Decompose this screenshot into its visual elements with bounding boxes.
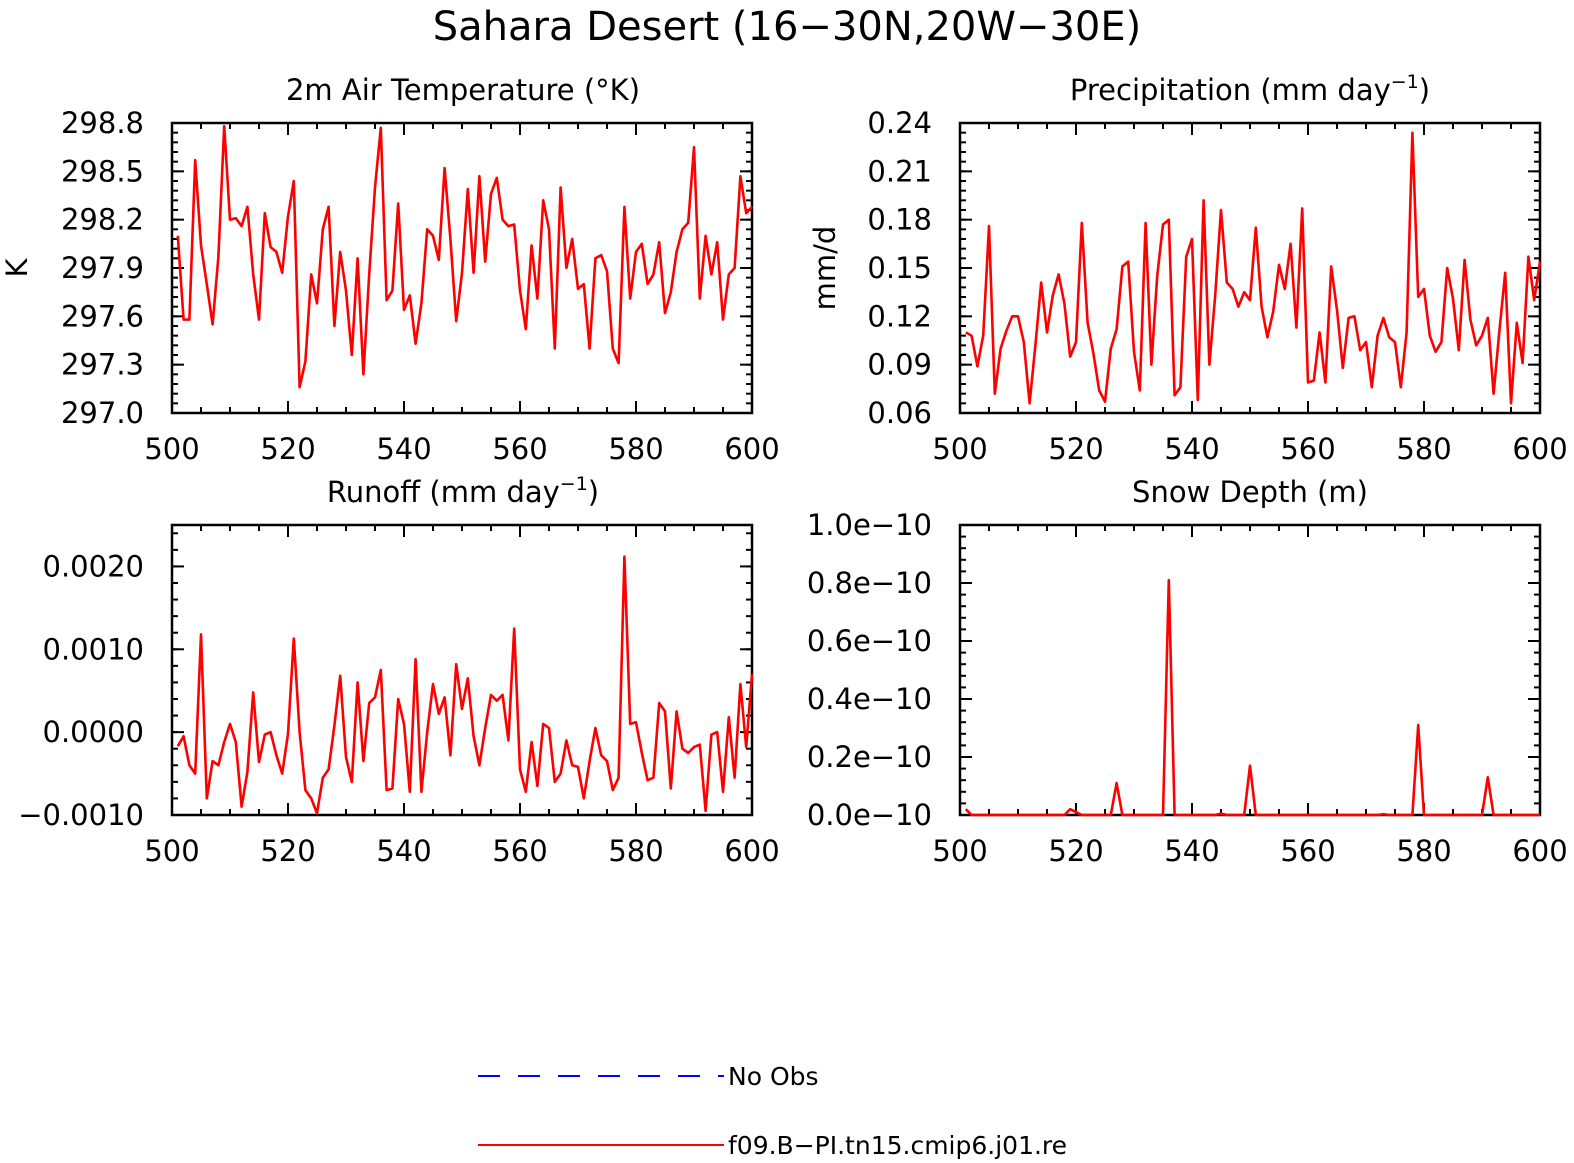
y-tick-label: 0.09 xyxy=(867,348,932,382)
x-tick-label: 600 xyxy=(1512,432,1567,466)
series-line xyxy=(965,131,1542,405)
y-tick-label: 297.6 xyxy=(61,299,144,333)
legend-label-model: f09.B−PI.tn15.cmip6.j01.re xyxy=(728,1131,1067,1160)
y-tick-label: 298.8 xyxy=(61,106,144,140)
x-tick-label: 600 xyxy=(724,432,779,466)
x-tick-label: 520 xyxy=(260,834,315,868)
y-tick-label: 298.5 xyxy=(61,154,144,188)
y-tick-label: 0.4e−10 xyxy=(807,682,932,716)
y-tick-label: 0.0e−10 xyxy=(807,798,932,832)
series-line xyxy=(176,124,753,389)
legend: No Obs f09.B−PI.tn15.cmip6.j01.re xyxy=(478,1062,1067,1160)
x-tick-label: 500 xyxy=(144,834,199,868)
x-tick-label: 540 xyxy=(376,432,431,466)
x-tick-label: 500 xyxy=(932,432,987,466)
panel-runoff: Runoff (mm day−1) 500 520 540 560 580 600 −0.0… xyxy=(18,473,779,868)
panel-air-temperature: 2m Air Temperature (°K) K 500 520 540 560 58… xyxy=(0,73,780,466)
y-tick-label: 1.0e−10 xyxy=(807,508,932,542)
x-tick-label: 520 xyxy=(1048,432,1103,466)
y-tick-label: 297.9 xyxy=(61,251,144,285)
x-tick-label: 580 xyxy=(608,432,663,466)
y-tick-label: 0.21 xyxy=(867,154,932,188)
x-tick-label: 600 xyxy=(724,834,779,868)
panel-title: Precipitation (mm day−1) xyxy=(1070,71,1430,107)
y-tick-label: 298.2 xyxy=(61,203,144,237)
x-tick-label: 560 xyxy=(492,834,547,868)
plot-frame xyxy=(170,523,754,817)
x-tick-label: 500 xyxy=(932,834,987,868)
y-axis-label: K xyxy=(0,258,34,278)
x-tick-label: 500 xyxy=(144,432,199,466)
y-tick-label: −0.0010 xyxy=(18,798,144,832)
series-line xyxy=(176,555,754,815)
x-tick-label: 540 xyxy=(1164,432,1219,466)
x-tick-label: 580 xyxy=(1396,834,1451,868)
x-tick-label: 520 xyxy=(1048,834,1103,868)
x-tick-label: 580 xyxy=(608,834,663,868)
panel-title: Snow Depth (m) xyxy=(1132,475,1368,509)
y-tick-label: 0.8e−10 xyxy=(807,566,932,600)
x-tick-label: 600 xyxy=(1512,834,1567,868)
y-tick-label: 0.0000 xyxy=(43,715,144,749)
y-tick-label: 0.6e−10 xyxy=(807,624,932,658)
plot-frame xyxy=(958,121,1542,415)
panel-snow-depth: Snow Depth (m) 500 520 540 560 580 600 0.0e−10… xyxy=(807,475,1568,868)
legend-label-no-obs: No Obs xyxy=(728,1062,819,1091)
y-tick-label: 0.0020 xyxy=(43,549,144,583)
x-tick-label: 540 xyxy=(376,834,431,868)
y-tick-label: 0.06 xyxy=(867,396,932,430)
y-tick-label: 0.18 xyxy=(867,203,932,237)
panel-title: 2m Air Temperature (°K) xyxy=(286,73,640,107)
series-line xyxy=(964,578,1540,817)
x-tick-label: 520 xyxy=(260,432,315,466)
y-tick-label: 297.3 xyxy=(61,348,144,382)
y-tick-label: 297.0 xyxy=(61,396,144,430)
y-axis-label: mm/d xyxy=(808,226,842,311)
panel-title: Runoff (mm day−1) xyxy=(327,473,599,509)
x-tick-label: 560 xyxy=(492,432,547,466)
y-tick-label: 0.2e−10 xyxy=(807,740,932,774)
x-tick-label: 540 xyxy=(1164,834,1219,868)
x-tick-label: 580 xyxy=(1396,432,1451,466)
x-tick-label: 560 xyxy=(1280,432,1335,466)
y-tick-label: 0.0010 xyxy=(43,632,144,666)
figure-title: Sahara Desert (16−30N,20W−30E) xyxy=(433,4,1141,50)
y-tick-label: 0.24 xyxy=(867,106,932,140)
y-tick-label: 0.15 xyxy=(867,251,932,285)
panel-precipitation: Precipitation (mm day−1) mm/d 500 520 540 5… xyxy=(808,71,1568,466)
y-tick-label: 0.12 xyxy=(867,299,932,333)
x-tick-label: 560 xyxy=(1280,834,1335,868)
